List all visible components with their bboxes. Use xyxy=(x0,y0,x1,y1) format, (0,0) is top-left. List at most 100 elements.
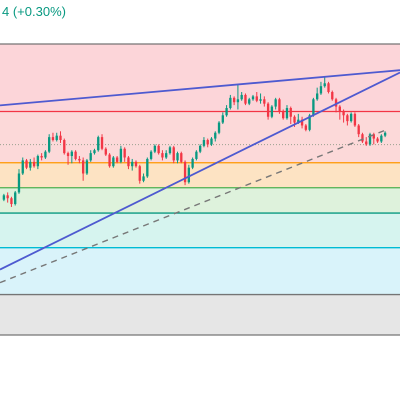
candle-body-7 xyxy=(29,161,32,168)
candle-body-70 xyxy=(266,103,270,117)
candle-body-61 xyxy=(232,97,236,103)
candle-body-64 xyxy=(244,94,247,104)
candle-body-42 xyxy=(161,153,164,158)
candle-body-90 xyxy=(342,110,345,116)
price-change-label: 4 (+0.30%) xyxy=(2,4,66,19)
candle-body-95 xyxy=(361,134,364,142)
candle-body-76 xyxy=(289,108,292,117)
candle-body-2 xyxy=(10,198,13,205)
candle-body-20 xyxy=(78,158,81,161)
candle-body-12 xyxy=(48,137,51,152)
candle-body-15 xyxy=(59,135,62,141)
candle-body-52 xyxy=(198,145,202,152)
trendline-2 xyxy=(0,130,385,284)
candle-body-96 xyxy=(365,141,368,145)
candle-body-45 xyxy=(172,147,175,161)
candle-body-53 xyxy=(202,140,206,146)
candle-body-21 xyxy=(81,160,85,174)
candle-body-23 xyxy=(89,153,92,161)
candle-body-57 xyxy=(217,122,221,133)
candle-body-82 xyxy=(312,99,315,116)
candle-body-36 xyxy=(138,166,141,181)
candle-body-48 xyxy=(183,161,187,183)
candle-body-39 xyxy=(149,151,153,159)
candle-body-18 xyxy=(70,151,73,157)
candle-body-40 xyxy=(153,145,157,152)
candle-body-25 xyxy=(97,137,100,151)
zone-fill-2 xyxy=(0,162,400,188)
candle-body-84 xyxy=(319,86,323,94)
candle-body-6 xyxy=(25,160,28,168)
candle-body-68 xyxy=(259,99,262,101)
candle-body-27 xyxy=(104,148,107,155)
candle-body-66 xyxy=(251,96,255,100)
candle-body-31 xyxy=(119,148,123,162)
zone-fill-1 xyxy=(0,111,400,163)
candle-body-97 xyxy=(368,134,372,145)
candle-body-34 xyxy=(131,161,134,167)
candle-body-46 xyxy=(176,153,179,161)
candle-body-91 xyxy=(346,115,349,122)
candle-body-14 xyxy=(55,135,58,141)
candle-body-79 xyxy=(300,119,304,126)
candle-body-78 xyxy=(297,119,300,123)
candle-body-80 xyxy=(304,125,308,130)
candle-body-73 xyxy=(278,99,281,111)
trendline-1 xyxy=(0,71,400,271)
candle-body-56 xyxy=(214,132,217,139)
candle-body-101 xyxy=(383,132,387,136)
candle-body-1 xyxy=(6,195,9,199)
candle-body-72 xyxy=(274,99,277,107)
candle-body-59 xyxy=(225,108,228,116)
candle-body-8 xyxy=(32,161,36,167)
candle-body-47 xyxy=(180,153,183,162)
candle-body-32 xyxy=(123,148,126,158)
candle-body-60 xyxy=(229,97,232,109)
candle-body-88 xyxy=(334,99,338,107)
candle-body-74 xyxy=(282,110,285,119)
candle-body-3 xyxy=(14,192,17,205)
candle-body-41 xyxy=(157,145,160,154)
candle-body-69 xyxy=(263,99,266,104)
candle-body-49 xyxy=(187,167,191,183)
candle-body-22 xyxy=(85,160,89,174)
candle-body-9 xyxy=(36,156,40,167)
candle-body-65 xyxy=(248,99,251,104)
candle-body-94 xyxy=(357,125,360,135)
candle-body-11 xyxy=(44,151,47,158)
candle-body-67 xyxy=(255,96,258,101)
candle-body-92 xyxy=(349,113,353,122)
candle-body-44 xyxy=(168,147,172,154)
candle-body-38 xyxy=(146,158,149,177)
candle-body-85 xyxy=(323,83,326,87)
candle-body-30 xyxy=(115,157,119,162)
candle-body-54 xyxy=(206,140,209,145)
candle-body-89 xyxy=(338,106,341,111)
candle-body-58 xyxy=(221,115,224,123)
candle-body-33 xyxy=(127,157,130,167)
candle-body-43 xyxy=(165,153,168,158)
candle-body-19 xyxy=(74,151,77,159)
candle-body-98 xyxy=(372,134,375,139)
zone-fill-4 xyxy=(0,213,400,248)
candle-body-24 xyxy=(93,150,96,154)
candle-body-51 xyxy=(195,151,198,159)
candle-body-26 xyxy=(100,137,104,149)
candle-body-0 xyxy=(2,195,6,200)
candle-body-50 xyxy=(191,158,194,168)
candle-body-4 xyxy=(17,173,21,193)
candle-body-62 xyxy=(236,99,240,103)
candle-body-87 xyxy=(331,92,334,100)
candle-body-10 xyxy=(40,156,43,158)
candle-body-77 xyxy=(293,116,296,123)
candle-body-71 xyxy=(270,106,274,117)
candle-body-100 xyxy=(380,135,383,142)
candle-body-86 xyxy=(327,83,330,93)
candle-body-83 xyxy=(316,93,319,100)
candle-body-13 xyxy=(51,137,55,141)
candle-body-37 xyxy=(142,176,145,181)
zone-fill-6 xyxy=(0,294,400,335)
zone-fill-5 xyxy=(0,247,400,295)
